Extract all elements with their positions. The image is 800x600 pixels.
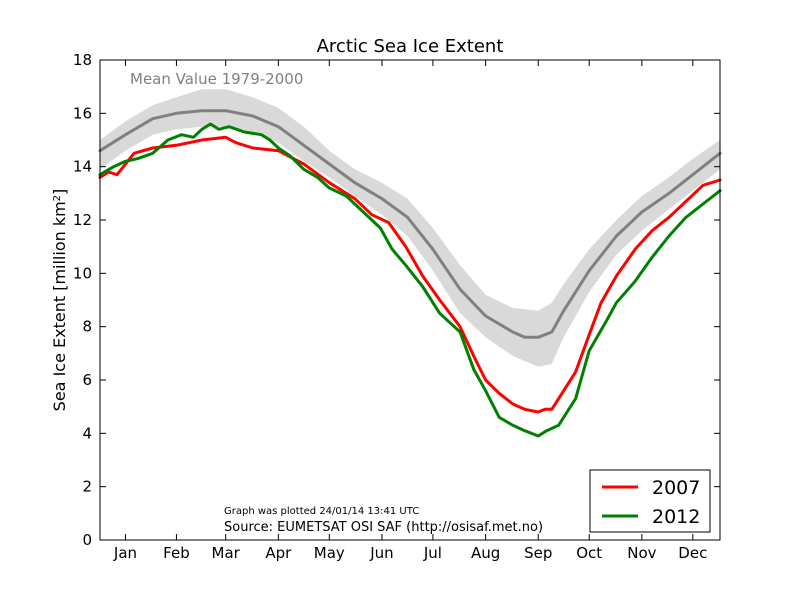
y-tick-label: 16	[73, 104, 92, 122]
legend-label-2007: 2007	[652, 477, 700, 499]
x-tick-label-aug: Aug	[471, 544, 500, 562]
x-axis: Jan Feb Mar Apr May Jun Jul Aug Sep Oct Nov Dec	[113, 60, 707, 562]
mean-range-band	[100, 89, 720, 367]
y-tick-label: 4	[82, 424, 92, 442]
y-axis: 0 2 4 6 8 10 12 14 16 18	[73, 51, 720, 549]
legend-box	[589, 469, 711, 533]
chart-title: Arctic Sea Ice Extent	[317, 36, 504, 57]
x-tick-label-apr: Apr	[265, 544, 292, 562]
y-tick-label: 0	[82, 531, 92, 549]
y-tick-label: 2	[82, 478, 92, 496]
y-axis-label-main: Sea Ice Extent [million km	[50, 201, 69, 411]
plot-background	[100, 60, 720, 540]
series-line-2007	[98, 135, 722, 414]
series-layer	[98, 109, 722, 438]
y-tick-label: 12	[73, 211, 92, 229]
legend-label-2012: 2012	[652, 506, 700, 528]
plot-area	[98, 59, 722, 541]
y-tick-label: 10	[73, 264, 92, 282]
y-tick-label: 18	[73, 51, 92, 69]
band-layer	[100, 89, 720, 367]
x-tick-label-oct: Oct	[576, 544, 602, 562]
y-axis-label-end: ]	[50, 189, 69, 195]
y-axis-label: Sea Ice Extent [million km2]	[50, 189, 69, 412]
x-tick-label-mar: Mar	[212, 544, 241, 562]
x-tick-label-sep: Sep	[524, 544, 552, 562]
x-tick-label-jul: Jul	[423, 544, 442, 562]
x-tick-label-jun: Jun	[369, 544, 393, 562]
source-note: Source: EUMETSAT OSI SAF (http://osisaf.…	[224, 520, 543, 535]
y-tick-label: 8	[82, 318, 92, 336]
x-tick-label-feb: Feb	[163, 544, 190, 562]
x-tick-label-dec: Dec	[678, 544, 707, 562]
mean-value-label: Mean Value 1979-2000	[130, 70, 303, 88]
series-line-mean-value-1979-2000	[98, 109, 722, 339]
plotted-date-note: Graph was plotted 24/01/14 13:41 UTC	[224, 506, 419, 517]
x-tick-label-jan: Jan	[113, 544, 137, 562]
plot-frame	[99, 59, 721, 541]
x-tick-label-nov: Nov	[627, 544, 656, 562]
y-tick-label: 14	[73, 158, 92, 176]
x-tick-label-may: May	[314, 544, 345, 562]
y-tick-label: 6	[82, 371, 92, 389]
series-line-2012	[98, 122, 722, 438]
y-axis-label-superscript: 2	[52, 195, 63, 201]
legend: 2007 2012	[589, 469, 711, 533]
